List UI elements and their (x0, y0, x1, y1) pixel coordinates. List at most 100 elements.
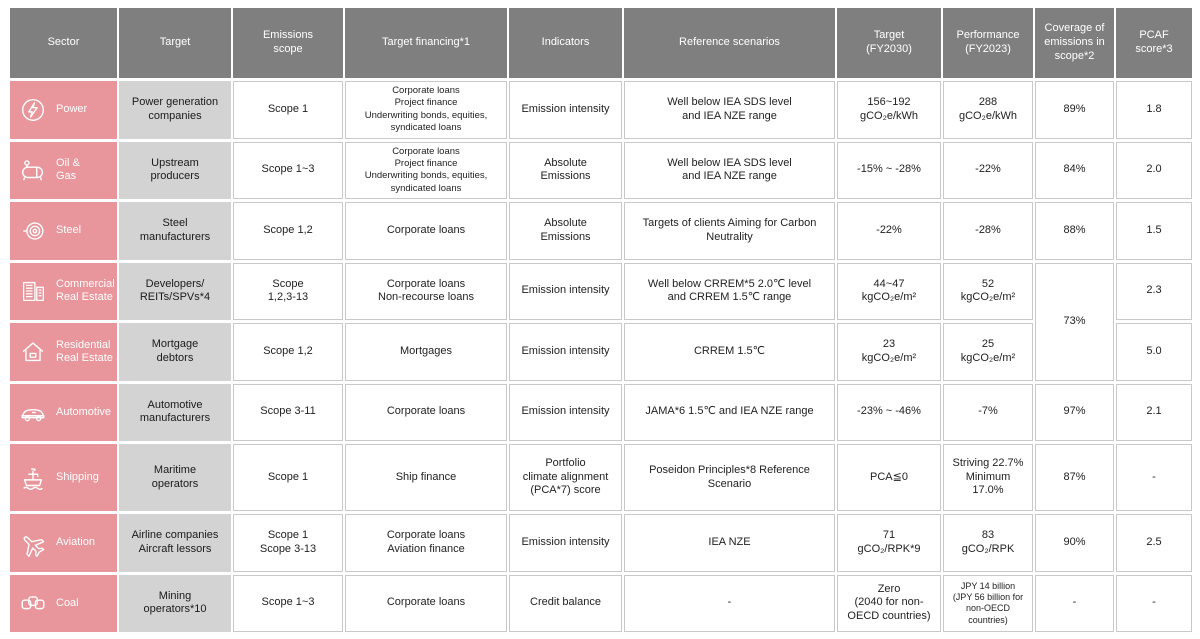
financing-cell: Corporate loans (345, 574, 507, 632)
coverage-cell: 97% (1035, 383, 1114, 441)
pcaf-cell: 5.0 (1116, 323, 1192, 381)
target-cell: Automotive manufacturers (119, 383, 231, 441)
sector-label: Power (56, 103, 88, 116)
performance-cell: 83 gCO₂/RPK (943, 514, 1033, 572)
target-fy2030-cell: -15% ~ -28% (837, 141, 941, 199)
header-row: Sector Target Emissions scope Target fin… (10, 8, 1192, 78)
scope-cell: Scope 1 (233, 444, 343, 511)
col-header-target-financing: Target financing*1 (345, 8, 507, 78)
sector-label: Automotive (56, 405, 112, 418)
col-header-coverage: Coverage of emissions in scope*2 (1035, 8, 1114, 78)
pcaf-cell: 2.1 (1116, 383, 1192, 441)
target-cell: Upstream producers (119, 141, 231, 199)
sector-label: Coal (56, 596, 79, 609)
reference-cell: Targets of clients Aiming for Carbon Neu… (624, 202, 835, 260)
pcaf-cell: 1.5 (1116, 202, 1192, 260)
indicators-cell: Emission intensity (509, 323, 622, 381)
coverage-cell-merged: 73% (1035, 262, 1114, 381)
sector-label: Aviation (56, 536, 95, 549)
performance-cell: 52 kgCO₂e/m² (943, 262, 1033, 320)
col-header-target: Target (119, 8, 231, 78)
target-cell: Steel manufacturers (119, 202, 231, 260)
performance-cell: -28% (943, 202, 1033, 260)
col-header-target-fy2030: Target (FY2030) (837, 8, 941, 78)
target-fy2030-cell: -22% (837, 202, 941, 260)
scope-cell: Scope 3-11 (233, 383, 343, 441)
table-row-coal: Coal Mining operators*10 Scope 1~3 Corpo… (10, 574, 1192, 632)
performance-cell: JPY 14 billion (JPY 56 billion for non-O… (943, 574, 1033, 632)
performance-cell: -22% (943, 141, 1033, 199)
target-fy2030-cell: 156~192 gCO₂e/kWh (837, 81, 941, 139)
reference-cell: IEA NZE (624, 514, 835, 572)
indicators-cell: Emission intensity (509, 514, 622, 572)
reference-cell: Well below CRREM*5 2.0℃ level and CRREM … (624, 262, 835, 320)
sector-cell: Commercial Real Estate (10, 262, 117, 320)
table-row-commercial-real-estate: Commercial Real Estate Developers/ REITs… (10, 262, 1192, 381)
sector-label: Shipping (56, 470, 99, 483)
financing-cell: Corporate loans (345, 383, 507, 441)
table-row-automotive: Automotive Automotive manufacturers Scop… (10, 383, 1192, 441)
house-icon (18, 337, 48, 367)
table-row-residential-real-estate: Residential Real Estate Mortgage debtors… (10, 323, 1192, 381)
table-row-aviation: Aviation Airline companies Aircraft less… (10, 514, 1192, 572)
pcaf-cell: 2.3 (1116, 262, 1192, 320)
financing-cell: Corporate loans (345, 202, 507, 260)
financing-cell: Corporate loans Non-recourse loans (345, 262, 507, 320)
pcaf-cell: 1.8 (1116, 81, 1192, 139)
reference-cell: Well below IEA SDS level and IEA NZE ran… (624, 81, 835, 139)
reference-cell: Poseidon Principles*8 Reference Scenario (624, 444, 835, 511)
coverage-cell: 87% (1035, 444, 1114, 511)
sector-cell: Oil & Gas (10, 141, 117, 199)
scope-cell: Scope 1,2,3-13 (233, 262, 343, 320)
coverage-cell: 88% (1035, 202, 1114, 260)
indicators-cell: Emission intensity (509, 262, 622, 320)
table-row-oil-gas: Oil & Gas Upstream producers Scope 1~3 C… (10, 141, 1192, 199)
target-cell: Mining operators*10 (119, 574, 231, 632)
sector-label: Residential Real Estate (56, 338, 113, 364)
sector-cell: Power (10, 81, 117, 139)
target-cell: Airline companies Aircraft lessors (119, 514, 231, 572)
sector-cell: Aviation (10, 514, 117, 572)
sector-label: Oil & Gas (56, 157, 80, 183)
scope-cell: Scope 1,2 (233, 323, 343, 381)
indicators-cell: Portfolio climate alignment (PCA*7) scor… (509, 444, 622, 511)
pcaf-cell: 2.0 (1116, 141, 1192, 199)
coal-lumps-icon (18, 588, 48, 618)
target-cell: Maritime operators (119, 444, 231, 511)
col-header-emissions-scope: Emissions scope (233, 8, 343, 78)
table-row-steel: Steel Steel manufacturers Scope 1,2 Corp… (10, 202, 1192, 260)
scope-cell: Scope 1~3 (233, 141, 343, 199)
indicators-cell: Emission intensity (509, 383, 622, 441)
target-fy2030-cell: 71 gCO₂/RPK*9 (837, 514, 941, 572)
target-cell: Power generation companies (119, 81, 231, 139)
target-cell: Developers/ REITs/SPVs*4 (119, 262, 231, 320)
performance-cell: -7% (943, 383, 1033, 441)
col-header-indicators: Indicators (509, 8, 622, 78)
target-fy2030-cell: Zero (2040 for non-OECD countries) (837, 574, 941, 632)
airplane-icon (18, 528, 48, 558)
sector-cell: Shipping (10, 444, 117, 511)
sector-label: Steel (56, 224, 82, 237)
target-fy2030-cell: 44~47 kgCO₂e/m² (837, 262, 941, 320)
scope-cell: Scope 1,2 (233, 202, 343, 260)
coverage-cell: 84% (1035, 141, 1114, 199)
financing-cell: Corporate loans Project finance Underwri… (345, 141, 507, 199)
lightning-bolt-in-circle-icon (18, 95, 48, 125)
reference-cell: JAMA*6 1.5℃ and IEA NZE range (624, 383, 835, 441)
coverage-cell: - (1035, 574, 1114, 632)
coverage-cell: 89% (1035, 81, 1114, 139)
sector-label: Commercial Real Estate (56, 278, 115, 304)
scope-cell: Scope 1~3 (233, 574, 343, 632)
performance-cell: 25 kgCO₂e/m² (943, 323, 1033, 381)
financing-cell: Mortgages (345, 323, 507, 381)
indicators-cell: Emission intensity (509, 81, 622, 139)
col-header-sector: Sector (10, 8, 117, 78)
financing-cell: Corporate loans Aviation finance (345, 514, 507, 572)
reference-cell: CRREM 1.5℃ (624, 323, 835, 381)
financing-cell: Corporate loans Project finance Underwri… (345, 81, 507, 139)
reference-cell: - (624, 574, 835, 632)
indicators-cell: Absolute Emissions (509, 141, 622, 199)
office-buildings-icon (18, 276, 48, 306)
performance-cell: 288 gCO₂e/kWh (943, 81, 1033, 139)
oil-tank-icon (18, 155, 48, 185)
